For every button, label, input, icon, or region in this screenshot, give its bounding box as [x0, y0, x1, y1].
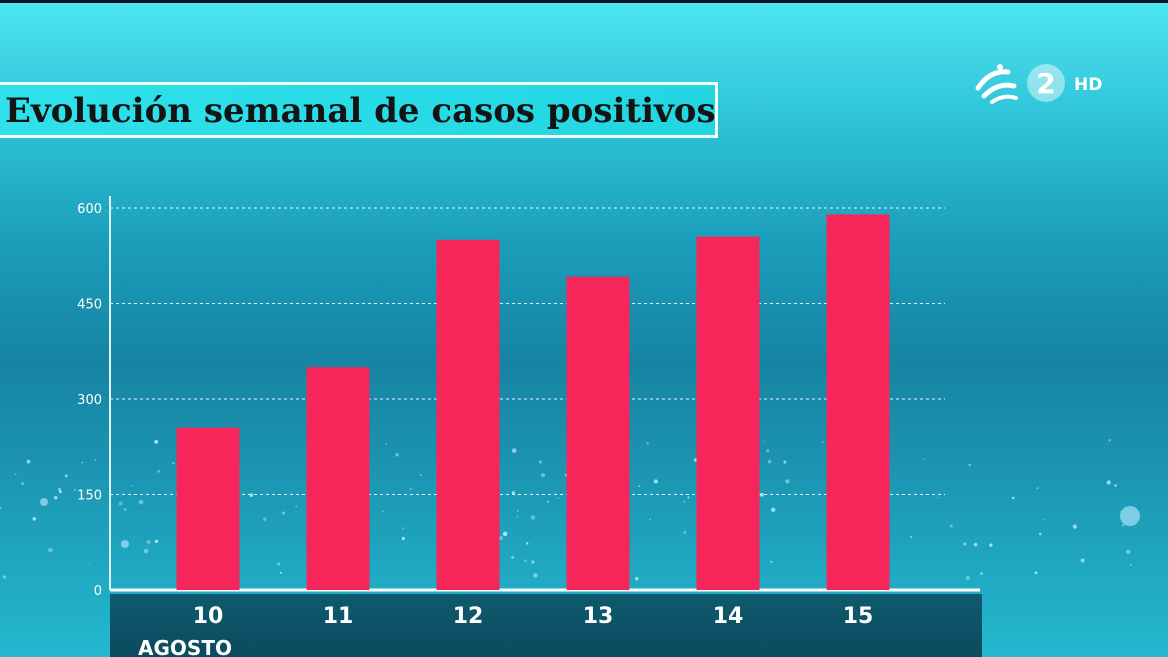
y-tick-label: 150 — [77, 489, 102, 504]
x-tick-labels: 10 11 12 13 14 15 — [193, 604, 874, 629]
y-tick-label: 0 — [94, 584, 102, 599]
bars — [176, 214, 890, 591]
title-banner: Evolución semanal de casos positivos — [0, 82, 718, 138]
channel-number: 2 — [1036, 67, 1055, 100]
y-tick-labels: 0 150 300 450 600 — [77, 202, 102, 599]
eitb-swoosh-icon — [975, 64, 1018, 104]
channel-logo: 2 HD — [975, 64, 1102, 104]
x-tick-label: 10 — [193, 604, 224, 629]
chart-title: Evolución semanal de casos positivos — [5, 91, 716, 131]
bar-11 — [306, 367, 370, 590]
y-tick-label: 600 — [77, 202, 102, 217]
bar-10 — [176, 427, 240, 590]
x-axis-label: AGOSTO — [138, 636, 232, 657]
x-tick-label: 11 — [323, 604, 354, 629]
x-axis-band — [110, 594, 982, 657]
bar-14 — [696, 236, 760, 590]
y-tick-label: 450 — [77, 298, 102, 313]
grid-lines — [110, 207, 945, 495]
x-tick-label: 13 — [583, 604, 614, 629]
bar-15 — [826, 214, 890, 590]
x-tick-label: 12 — [453, 604, 484, 629]
top-edge-bar — [0, 0, 1168, 3]
bar-13 — [566, 276, 630, 590]
y-tick-label: 300 — [77, 393, 102, 408]
channel-hd-label: HD — [1074, 75, 1102, 95]
bar-12 — [436, 239, 500, 591]
x-tick-label: 15 — [843, 604, 874, 629]
x-tick-label: 14 — [713, 604, 744, 629]
channel-number-badge — [1027, 64, 1065, 102]
